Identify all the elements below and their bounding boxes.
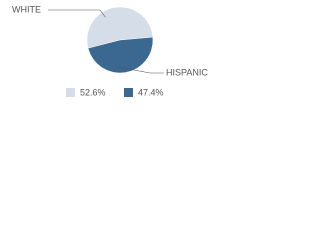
legend-swatch bbox=[66, 88, 75, 97]
legend-label: 47.4% bbox=[138, 87, 164, 97]
leader-line bbox=[117, 66, 164, 74]
pie-slice bbox=[87, 36, 154, 74]
pie-slice bbox=[86, 6, 154, 49]
legend-swatch bbox=[124, 88, 133, 97]
slice-label: HISPANIC bbox=[166, 67, 208, 77]
slice-label: WHITE bbox=[12, 4, 41, 14]
leader-line bbox=[48, 9, 106, 18]
legend-label: 52.6% bbox=[80, 87, 106, 97]
chart: WHITE HISPANIC 52.6% 47.4% bbox=[12, 4, 208, 97]
